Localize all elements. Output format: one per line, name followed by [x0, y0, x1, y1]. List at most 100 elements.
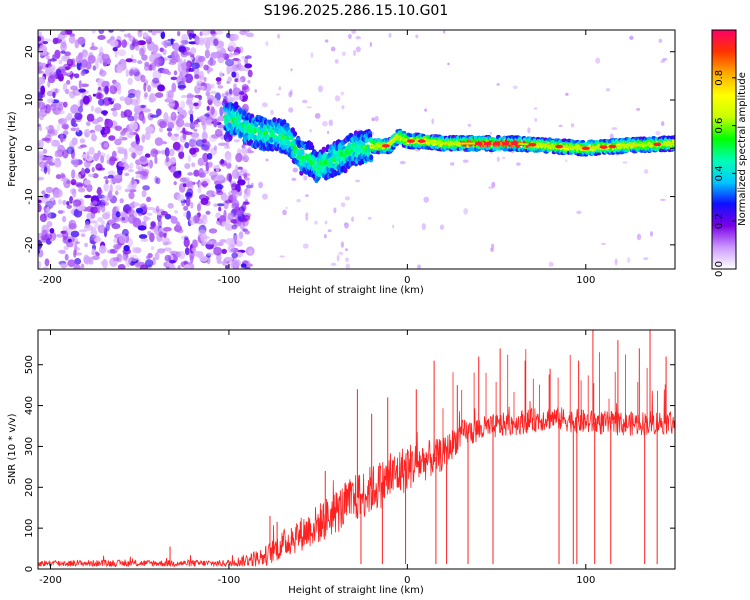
noise-cell: [217, 124, 225, 129]
y-tick-label: 100: [24, 519, 35, 538]
noise-cell: [279, 255, 286, 258]
noise-cell: [205, 241, 214, 245]
noise-cell: [166, 261, 170, 268]
noise-cell: [340, 202, 346, 207]
noise-cell: [215, 77, 222, 82]
noise-cell: [56, 110, 65, 115]
noise-cell: [77, 36, 86, 46]
noise-cell: [62, 230, 69, 241]
noise-cell: [63, 101, 68, 108]
noise-cell: [73, 264, 81, 269]
noise-cell: [80, 144, 87, 148]
noise-cell: [199, 70, 204, 81]
noise-cell: [70, 127, 77, 132]
noise-cell: [614, 258, 618, 266]
noise-cell: [60, 133, 64, 143]
noise-cell: [160, 31, 166, 40]
noise-cell: [301, 99, 308, 104]
noise-cell: [208, 161, 213, 168]
noise-cell: [324, 220, 328, 225]
noise-cell: [228, 52, 233, 58]
noise-cell: [147, 253, 153, 258]
noise-cell: [244, 266, 251, 269]
noise-cell: [181, 202, 185, 207]
noise-cell: [130, 98, 139, 106]
colorbar-tick-label: 0.8: [714, 70, 725, 86]
spectrogram-y-axis-label: Frequency (Hz): [7, 111, 18, 187]
noise-cell: [100, 260, 107, 266]
noise-cell: [214, 242, 224, 247]
noise-cell: [122, 164, 129, 168]
colorbar-tick-label: 0.0: [714, 261, 725, 277]
spectrogram-frame: [37, 29, 676, 270]
noise-cell: [58, 118, 67, 125]
noise-cell: [206, 94, 215, 101]
noise-cell: [47, 129, 56, 137]
noise-cell: [155, 177, 161, 185]
noise-cell: [371, 117, 375, 122]
noise-cell: [38, 31, 42, 37]
noise-cell: [200, 144, 210, 151]
noise-cell: [94, 107, 102, 114]
noise-cell: [98, 245, 107, 254]
ridge-cell: [408, 133, 413, 137]
noise-cell: [214, 184, 224, 190]
noise-cell: [60, 41, 67, 52]
x-tick-label: 0: [404, 575, 410, 586]
noise-cell: [84, 194, 92, 199]
noise-cell: [202, 214, 208, 225]
noise-cell: [164, 213, 172, 220]
colorbar: 0.0 0.2 0.4 0.6 0.8 Normalized spectral ampl…: [711, 29, 748, 277]
noise-cell: [112, 110, 118, 117]
noise-cell: [70, 188, 77, 194]
noise-cell: [210, 30, 216, 35]
x-tick-label: 0: [404, 275, 410, 286]
noise-cell: [576, 210, 582, 215]
noise-cell: [46, 159, 53, 165]
noise-cell: [152, 77, 160, 84]
noise-cell: [163, 247, 172, 252]
noise-cell: [193, 73, 200, 80]
noise-cell: [55, 174, 62, 180]
noise-cell: [305, 194, 309, 197]
ridge-cell: [321, 146, 326, 153]
noise-cell: [118, 233, 127, 244]
noise-cell: [609, 133, 614, 140]
noise-cell: [185, 191, 193, 198]
noise-cell: [70, 118, 76, 127]
noise-cell: [305, 214, 309, 221]
noise-cell: [155, 205, 160, 213]
hot-spot: [510, 141, 519, 146]
snr-x-axis-label: Height of straight line (km): [288, 585, 424, 596]
noise-cell: [91, 131, 96, 140]
noise-cell: [224, 199, 232, 204]
noise-cell: [97, 224, 106, 234]
noise-cell: [184, 142, 190, 149]
noise-cell: [247, 188, 251, 198]
noise-cell: [208, 228, 218, 234]
noise-cell: [179, 71, 183, 80]
noise-cell: [168, 96, 173, 103]
ridge-cell: [368, 154, 374, 160]
noise-cell: [197, 229, 207, 238]
noise-cell: [58, 249, 66, 254]
noise-cell: [109, 39, 119, 48]
noise-cell: [100, 155, 105, 164]
noise-cell: [101, 53, 110, 62]
noise-cell: [97, 203, 101, 214]
noise-cell: [148, 30, 153, 33]
noise-cell: [183, 212, 187, 217]
noise-cell: [120, 110, 124, 118]
noise-cell: [127, 93, 136, 99]
noise-cell: [302, 243, 309, 249]
noise-cell: [187, 172, 193, 176]
noise-cell: [217, 85, 224, 89]
noise-cell: [79, 64, 86, 70]
noise-cell: [64, 51, 71, 56]
ridge-cell: [292, 131, 298, 137]
noise-cell: [115, 190, 119, 196]
noise-cell: [450, 162, 455, 166]
ridge-cell: [233, 101, 239, 107]
noise-cell: [167, 202, 174, 209]
noise-cell: [462, 159, 469, 163]
